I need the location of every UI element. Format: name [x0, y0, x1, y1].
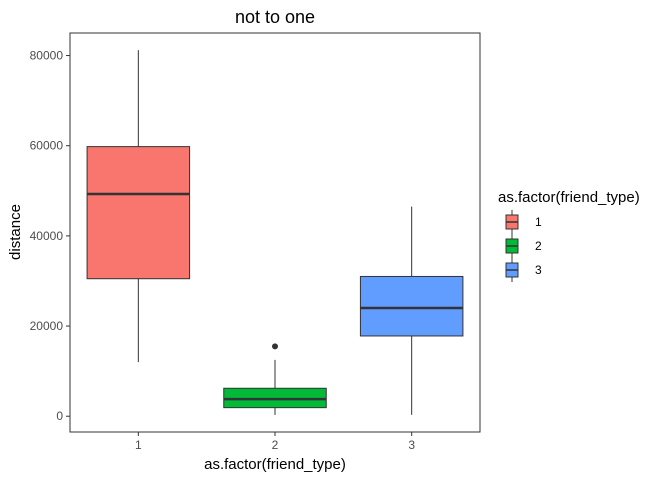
- legend: as.factor(friend_type) 1 2 3: [498, 189, 640, 282]
- legend-title: as.factor(friend_type): [498, 189, 640, 206]
- outlier-point: [272, 343, 278, 350]
- box-group-3: [359, 206, 464, 415]
- chart-title: not to one: [235, 7, 315, 27]
- box-group-2: [223, 343, 327, 415]
- y-tick-label: 60000: [30, 139, 64, 153]
- y-tick-label: 0: [56, 409, 63, 423]
- y-tick-label: 40000: [30, 229, 64, 243]
- y-axis-title: distance: [7, 204, 24, 260]
- x-tick-label: 3: [408, 438, 415, 452]
- legend-key-3: [505, 258, 519, 282]
- y-axis: 0 20000 40000 60000 80000: [30, 49, 70, 423]
- x-tick-label: 2: [272, 438, 279, 452]
- x-axis: 1 2 3: [135, 432, 415, 452]
- box-1: [86, 146, 191, 280]
- legend-key-2: [505, 234, 519, 258]
- boxes-layer: [86, 50, 464, 415]
- x-axis-title: as.factor(friend_type): [204, 456, 346, 473]
- box-group-1: [86, 50, 191, 363]
- legend-label-1: 1: [535, 215, 542, 229]
- x-tick-label: 1: [135, 438, 142, 452]
- box-3: [359, 275, 464, 337]
- y-tick-label: 80000: [30, 49, 64, 63]
- legend-label-2: 2: [535, 239, 542, 253]
- legend-key-1: [505, 210, 519, 234]
- y-tick-label: 20000: [30, 319, 64, 333]
- legend-label-3: 3: [535, 263, 542, 277]
